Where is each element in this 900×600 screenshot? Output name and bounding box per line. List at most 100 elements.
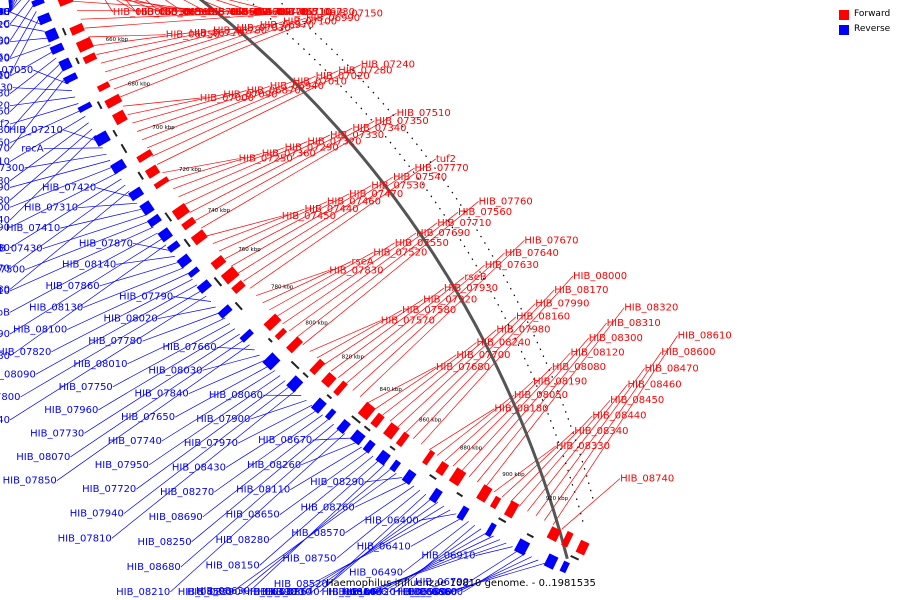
reverse-leader-line <box>112 323 231 388</box>
reverse-gene-feature <box>375 449 391 466</box>
forward-leader-line <box>136 85 270 132</box>
forward-leader-line <box>178 141 308 198</box>
reverse-gene-label: HIB_07380 <box>0 243 10 254</box>
reverse-leader-line <box>363 542 507 593</box>
forward-gene-feature <box>503 500 520 519</box>
forward-gene-feature <box>104 93 123 109</box>
forward-gene-feature <box>286 336 303 354</box>
reverse-gene-label: HIB_08280 <box>215 535 269 546</box>
forward-gene-feature <box>112 109 128 126</box>
forward-leader-line <box>228 0 278 13</box>
reverse-gene-feature <box>262 352 281 371</box>
forward-leader-line <box>100 27 237 64</box>
scale-tick-label: 800 kbp <box>305 321 328 327</box>
reverse-leader-line <box>296 509 451 593</box>
forward-gene-feature <box>190 229 208 246</box>
scale-tick-label: 920 kbp <box>546 496 569 502</box>
forward-gene-feature <box>383 422 400 440</box>
forward-leader-line <box>113 17 307 90</box>
forward-leader-line <box>413 289 555 439</box>
forward-gene-label: HIB_07030 <box>237 23 291 34</box>
reverse-gene-feature <box>401 469 417 485</box>
reverse-gene-label: ureC <box>0 19 10 30</box>
reverse-leader-lines <box>8 0 545 593</box>
reverse-leader-line <box>9 238 163 335</box>
reverse-gene-label: HIB_06490 <box>349 567 403 578</box>
forward-leader-lines <box>73 0 678 530</box>
forward-leader-line <box>132 90 247 124</box>
reverse-leader-line <box>56 344 250 481</box>
forward-gene-label: HIB_07510 <box>397 108 451 119</box>
reverse-gene-feature <box>176 253 193 269</box>
forward-gene-label: HIB_07010 <box>293 76 347 87</box>
forward-leader-line <box>183 134 331 206</box>
forward-gene-label: HIB_06470 <box>254 7 308 18</box>
forward-gene-feature <box>546 526 562 542</box>
small-feature <box>234 301 243 311</box>
forward-gene-labels: HIB_06300HIB_06310HIB_06340HIB_06570HIB_… <box>113 7 732 485</box>
reverse-leader-line <box>9 17 40 76</box>
forward-leader-line <box>485 307 625 488</box>
forward-gene-label: rseB <box>464 272 486 283</box>
reverse-gene-label: ureG <box>365 587 389 598</box>
small-feature <box>363 425 371 432</box>
reverse-gene-label: HIB_06450 <box>0 7 10 18</box>
forward-leader-line <box>359 240 525 397</box>
forward-leader-line <box>224 193 350 260</box>
scale-tick-label: 900 kbp <box>502 472 525 478</box>
forward-gene-label: HIB_06530 <box>137 7 191 18</box>
forward-gene-label: HIB_06660 <box>208 7 262 18</box>
forward-leader-line <box>405 303 536 434</box>
reverse-leader-line <box>290 446 362 491</box>
reverse-gene-label: HIB_07940 <box>70 509 124 520</box>
reverse-gene-feature <box>157 227 173 243</box>
forward-leader-line <box>162 158 239 174</box>
reverse-gene-label: HIB_06410 <box>357 541 411 552</box>
reverse-leader-line <box>9 244 167 357</box>
forward-gene-feature <box>75 36 94 53</box>
reverse-leader-line <box>364 477 403 483</box>
reverse-leader-line <box>9 122 89 182</box>
reverse-gene-label: HIB_06400 <box>365 516 419 527</box>
forward-gene-label: HIB_08180 <box>494 404 548 415</box>
reverse-leader-line <box>312 437 351 441</box>
forward-gene-label: HIB_06670 <box>231 7 285 18</box>
forward-leader-line <box>510 415 593 503</box>
reverse-gene-feature <box>389 459 401 473</box>
forward-leader-line <box>382 342 477 416</box>
forward-gene-label: HIB_07930 <box>444 283 498 294</box>
reverse-leader-line <box>42 214 146 250</box>
forward-gene-label: HIB_08610 <box>678 331 732 342</box>
forward-gene-label: HIB_07250 <box>239 154 293 165</box>
forward-gene-label: HIB_06970 <box>260 20 314 31</box>
reverse-gene-label: HIB_07780 <box>88 336 142 347</box>
forward-gene-label: HIB_08460 <box>628 379 682 390</box>
reverse-gene-feature <box>31 0 45 8</box>
forward-gene-feature <box>422 449 436 466</box>
reverse-leader-line <box>279 451 368 515</box>
forward-gene-label: HIB_08340 <box>574 426 628 437</box>
reverse-leader-line <box>202 354 260 371</box>
forward-gene-feature <box>395 431 410 448</box>
reverse-gene-label: HIB_08130 <box>29 303 83 314</box>
reverse-gene-label: HIB_07860 <box>45 281 99 292</box>
reverse-gene-label: HIB_07300 <box>0 163 25 174</box>
forward-gene-label: HIB_06780 <box>213 26 267 37</box>
reverse-leader-line <box>269 455 374 541</box>
forward-gene-label: HIB_08120 <box>571 348 625 359</box>
forward-leader-line <box>189 127 353 213</box>
forward-leader-line <box>374 354 457 410</box>
reverse-gene-label: HIB_07210 <box>9 125 63 136</box>
reverse-gene-feature <box>484 522 497 538</box>
reverse-gene-label: HIB_07260 <box>0 138 10 149</box>
reverse-gene-label: HIB_07750 <box>59 382 113 393</box>
reverse-gene-label: HIB_08570 <box>291 528 345 539</box>
small-feature <box>389 445 396 451</box>
forward-gene-feature <box>57 0 74 7</box>
reverse-gene-label: HIB_08430 <box>172 463 226 474</box>
reverse-gene-label: HIB_07180 <box>0 176 10 187</box>
forward-gene-label: HIB_07290 <box>285 143 339 154</box>
forward-leader-line <box>167 153 262 182</box>
forward-leader-line <box>352 252 505 391</box>
